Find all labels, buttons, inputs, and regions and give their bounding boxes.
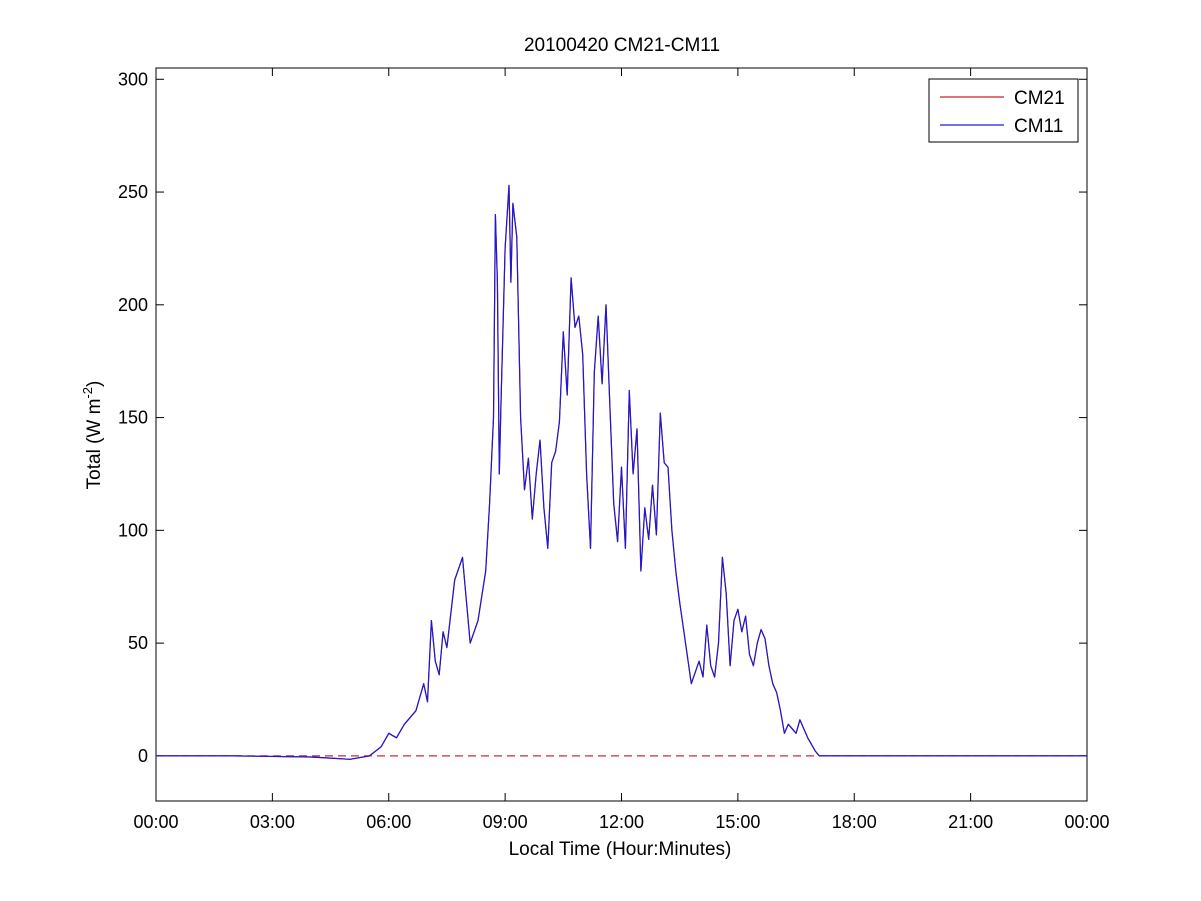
y-tick-label: 100 [118, 520, 148, 540]
plot-area [155, 67, 1088, 802]
y-tick-label: 250 [118, 182, 148, 202]
x-axis-ticks: 00:00 03:00 06:00 09:00 12:00 15:00 18:00 21:00… [133, 68, 1110, 832]
y-axis-label: Total (W m-2) [80, 381, 105, 490]
legend: CM21 CM11 [928, 78, 1079, 143]
y-axis-label-end: ) [84, 381, 105, 387]
x-tick-label: 00:00 [1064, 812, 1109, 832]
y-tick-label: 200 [118, 295, 148, 315]
x-tick-label: 12:00 [599, 812, 644, 832]
chart-title: 20100420 CM21-CM11 [524, 35, 720, 56]
y-axis-label-superscript: -2 [80, 387, 95, 399]
x-tick-label: 03:00 [250, 812, 295, 832]
x-tick-label: 18:00 [832, 812, 877, 832]
series-line-cm11 [156, 184, 1087, 760]
x-tick-label: 15:00 [715, 812, 760, 832]
legend-label-cm21: CM21 [1014, 88, 1065, 109]
y-tick-label: 300 [118, 69, 148, 89]
x-tick-label: 00:00 [133, 812, 178, 832]
x-tick-label: 21:00 [948, 812, 993, 832]
x-tick-label: 09:00 [483, 812, 528, 832]
legend-label-cm11: CM11 [1014, 116, 1063, 137]
y-axis-label-base: Total (W m [84, 399, 105, 490]
legend-box [928, 78, 1079, 143]
x-tick-label: 06:00 [366, 812, 411, 832]
y-axis-ticks: 0 50 100 150 200 250 300 [118, 69, 1087, 766]
y-tick-label: 0 [138, 746, 148, 766]
series-group [156, 184, 1087, 760]
x-axis-label: Local Time (Hour:Minutes) [509, 839, 732, 860]
y-tick-label: 150 [118, 408, 148, 428]
y-tick-label: 50 [128, 633, 148, 653]
